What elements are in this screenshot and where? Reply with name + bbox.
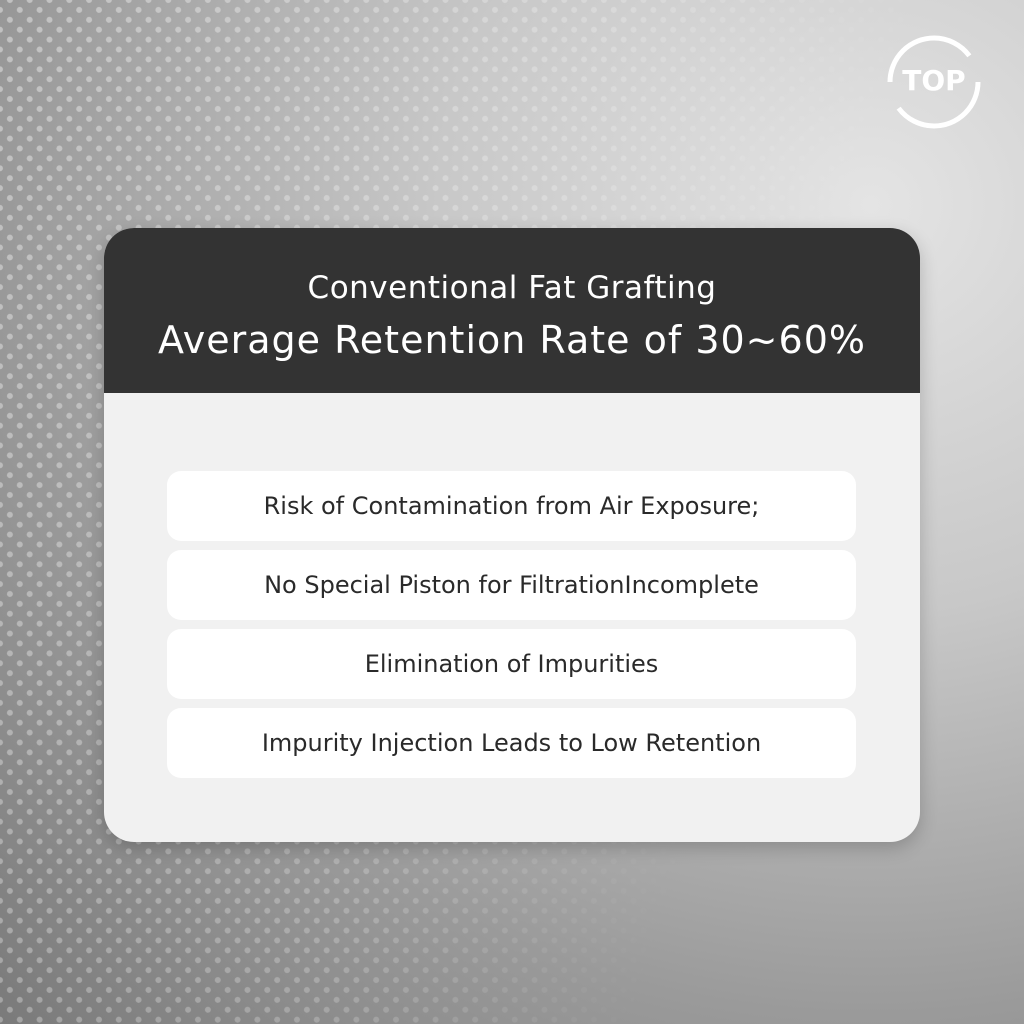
card: Conventional Fat Grafting Average Retent… <box>104 228 920 842</box>
list-item: No Special Piston for FiltrationIncomple… <box>167 550 856 620</box>
item-list: Risk of Contamination from Air Exposure;… <box>167 471 856 787</box>
logo: TOP <box>887 35 981 129</box>
logo-text: TOP <box>902 64 965 97</box>
card-title: Conventional Fat Grafting <box>307 270 717 306</box>
logo-ring <box>887 35 981 129</box>
card-header: Conventional Fat Grafting Average Retent… <box>104 228 920 393</box>
list-item: Risk of Contamination from Air Exposure; <box>167 471 856 541</box>
card-subtitle: Average Retention Rate of 30~60% <box>157 318 866 362</box>
list-item: Elimination of Impurities <box>167 629 856 699</box>
list-item: Impurity Injection Leads to Low Retentio… <box>167 708 856 778</box>
